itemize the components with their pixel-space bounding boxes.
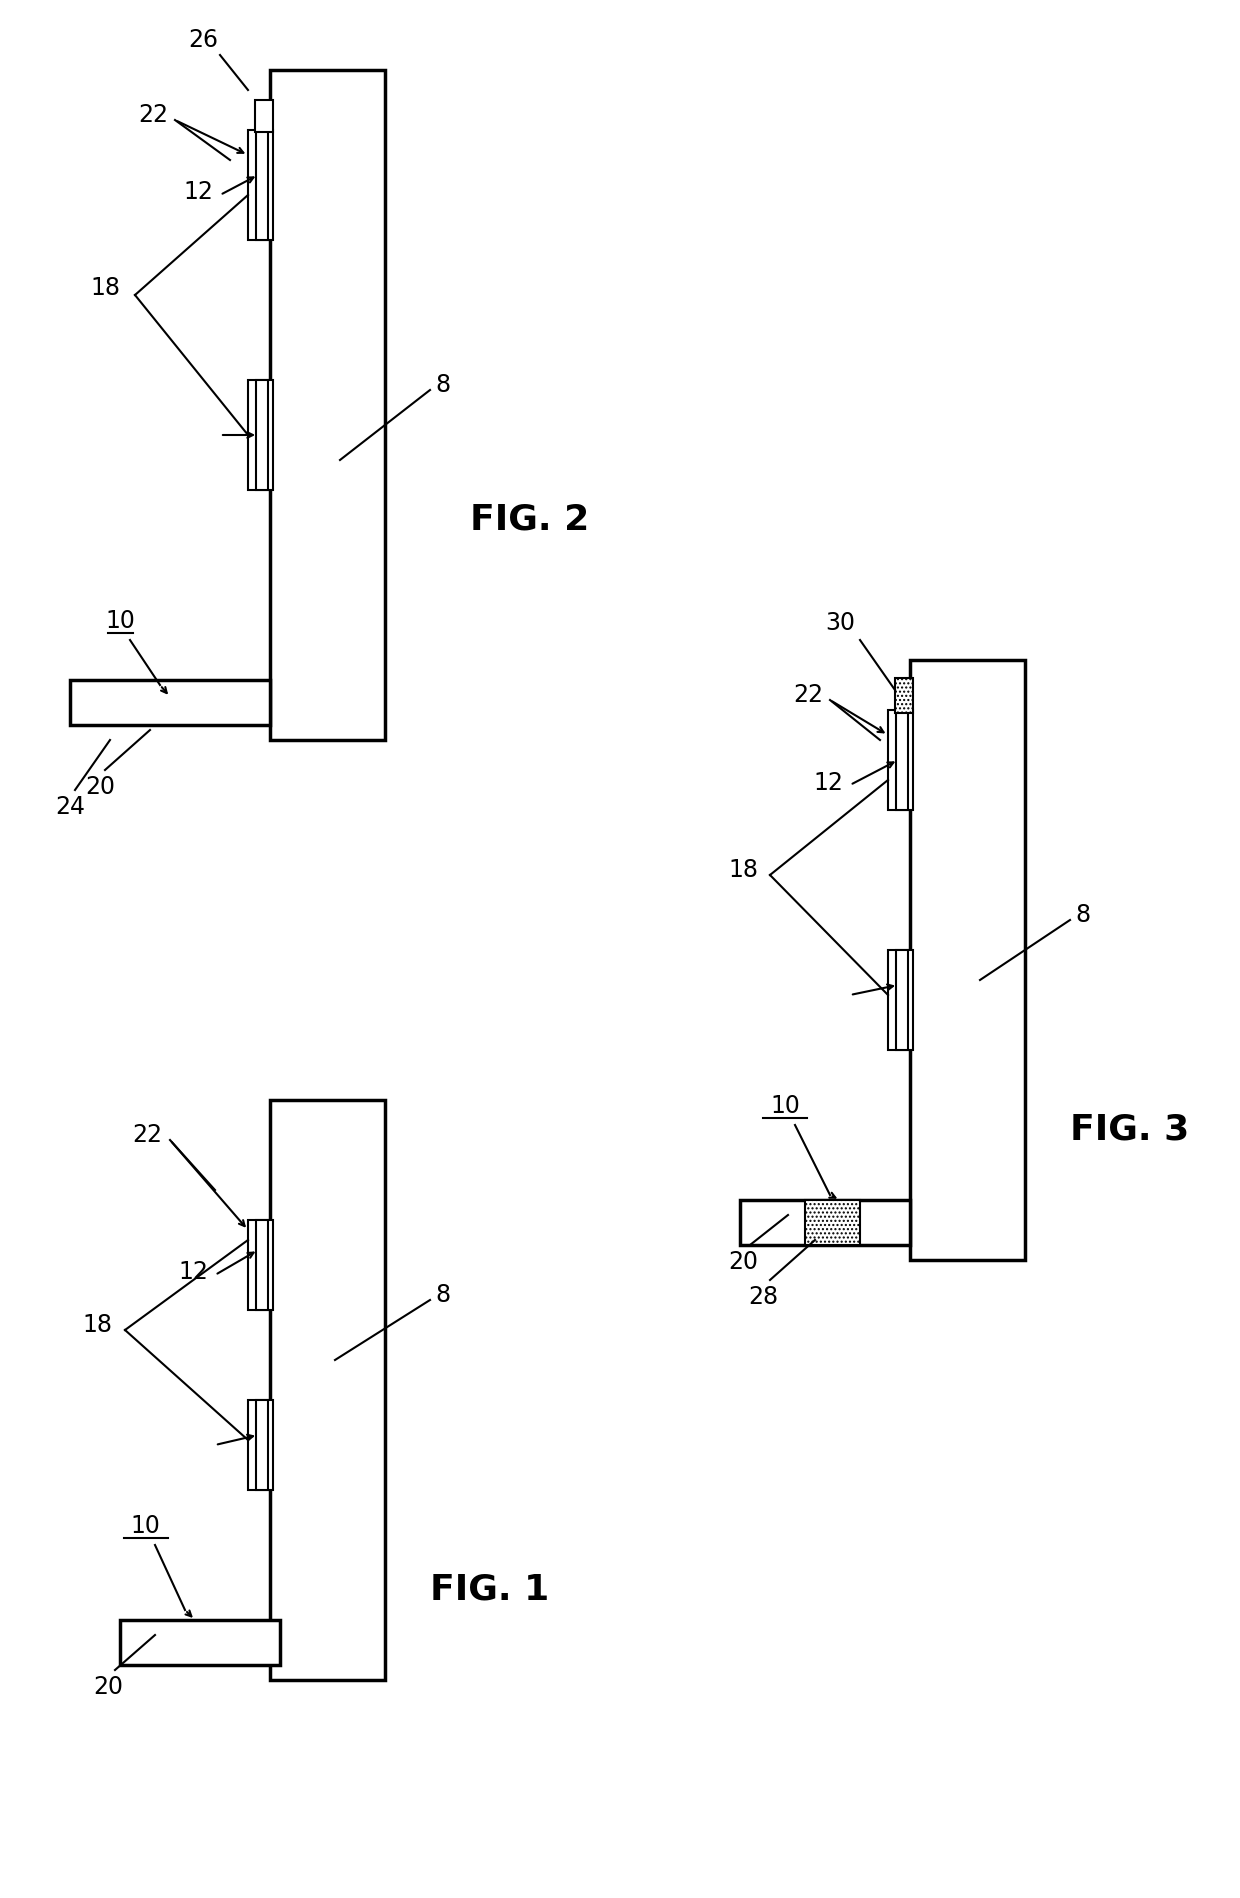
Bar xyxy=(255,1401,268,1490)
Text: 10: 10 xyxy=(130,1515,160,1537)
Text: 26: 26 xyxy=(188,28,218,51)
Text: 18: 18 xyxy=(728,858,758,883)
Text: 22: 22 xyxy=(138,102,167,127)
Text: 12: 12 xyxy=(179,1260,208,1285)
Text: 30: 30 xyxy=(825,611,856,636)
Text: 12: 12 xyxy=(184,180,213,203)
Bar xyxy=(897,951,908,1050)
Text: 20: 20 xyxy=(728,1251,758,1274)
Text: 18: 18 xyxy=(91,275,120,300)
Text: 22: 22 xyxy=(794,683,823,706)
Bar xyxy=(805,1200,861,1245)
Text: 20: 20 xyxy=(93,1676,123,1699)
Bar xyxy=(910,661,1025,1260)
Bar xyxy=(888,951,913,1050)
Text: 8: 8 xyxy=(435,374,450,397)
Text: 20: 20 xyxy=(86,774,115,799)
Text: 24: 24 xyxy=(55,795,86,820)
Text: 22: 22 xyxy=(131,1124,162,1146)
Text: 8: 8 xyxy=(435,1283,450,1308)
Bar xyxy=(740,1200,910,1245)
Bar xyxy=(897,710,908,810)
Bar xyxy=(270,1101,384,1680)
Text: 18: 18 xyxy=(82,1313,112,1336)
Text: FIG. 2: FIG. 2 xyxy=(470,503,590,537)
Text: 10: 10 xyxy=(770,1093,800,1118)
Bar xyxy=(888,710,913,810)
Text: 12: 12 xyxy=(813,771,843,795)
Bar xyxy=(120,1621,280,1665)
Bar xyxy=(255,1220,268,1310)
Bar xyxy=(248,1401,273,1490)
Bar xyxy=(895,678,913,714)
Bar xyxy=(248,1220,273,1310)
Bar xyxy=(248,380,273,490)
Text: 8: 8 xyxy=(1075,903,1090,926)
Text: 10: 10 xyxy=(105,609,135,634)
Bar xyxy=(270,70,384,740)
Text: 28: 28 xyxy=(748,1285,777,1310)
Bar xyxy=(255,101,273,133)
Bar xyxy=(255,129,268,239)
Bar xyxy=(255,380,268,490)
Bar xyxy=(69,679,270,725)
Bar xyxy=(248,129,273,239)
Text: FIG. 1: FIG. 1 xyxy=(430,1573,549,1608)
Text: FIG. 3: FIG. 3 xyxy=(1070,1112,1189,1146)
